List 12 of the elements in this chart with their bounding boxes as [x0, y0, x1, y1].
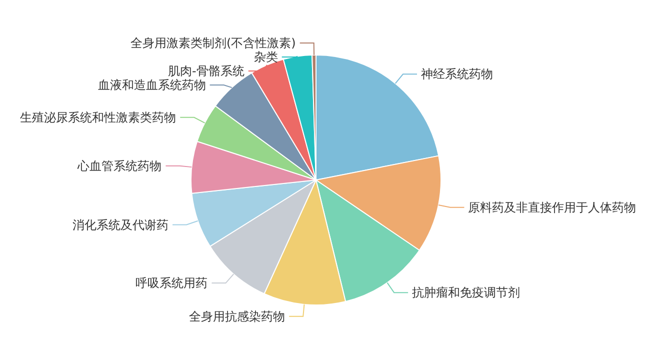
slice-label: 血液和造血系统药物 — [98, 78, 206, 92]
slice-label: 生殖泌尿系统和性激素类药物 — [20, 110, 176, 124]
slice-label: 全身用抗感染药物 — [189, 309, 286, 324]
slice-label: 呼吸系统用药 — [136, 276, 208, 290]
slice-label: 全身用激素类制剂(不含性激素) — [130, 36, 296, 50]
slice-label: 消化系统及代谢药 — [72, 218, 169, 232]
slice-label: 心血管系统药物 — [76, 158, 162, 173]
slice-label: 肌肉-骨骼系统 — [168, 64, 244, 78]
slice-label: 杂类 — [254, 50, 278, 64]
slice-label: 神经系统药物 — [420, 67, 493, 82]
slice-label: 抗肿瘤和免疫调节剂 — [412, 286, 520, 300]
slice-label: 原料药及非直接作用于人体药物 — [468, 200, 636, 214]
